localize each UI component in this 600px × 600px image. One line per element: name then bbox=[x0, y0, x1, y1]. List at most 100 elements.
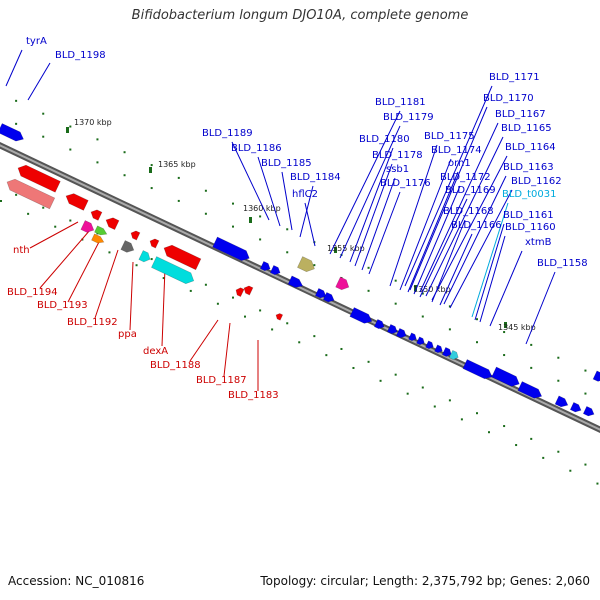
label-leader bbox=[525, 271, 556, 345]
ruler-dot bbox=[123, 174, 126, 177]
ruler-label: 1355 kbp bbox=[327, 244, 365, 253]
gene-label: BLD_1164 bbox=[505, 142, 556, 153]
forward-gene bbox=[349, 307, 373, 324]
gene-label: BLD_1172 bbox=[440, 172, 491, 183]
ruler-dot bbox=[557, 379, 560, 382]
gene-label: BLD_t0031 bbox=[502, 189, 557, 200]
ruler-dot bbox=[313, 264, 316, 267]
gene-label: BLD_1178 bbox=[372, 150, 423, 161]
ruler-dot bbox=[298, 341, 301, 344]
ruler-dot bbox=[123, 151, 126, 154]
ruler-label: 1345 kbp bbox=[498, 323, 536, 332]
forward-gene-shape bbox=[434, 344, 443, 354]
ruler-dot bbox=[367, 360, 370, 363]
ruler-dot bbox=[42, 206, 45, 209]
gene-label: BLD_1174 bbox=[431, 145, 482, 156]
reverse-gene bbox=[6, 178, 56, 210]
forward-gene-shape bbox=[441, 346, 452, 357]
label-leader bbox=[339, 125, 401, 259]
reverse-gene bbox=[90, 209, 103, 221]
ruler-tick bbox=[414, 285, 417, 291]
gene-label: BLD_1165 bbox=[501, 123, 552, 134]
ruler-dot bbox=[584, 392, 587, 395]
ruler-dot bbox=[69, 125, 72, 128]
ruler-tick bbox=[249, 217, 252, 223]
gene-label: BLD_1158 bbox=[537, 258, 588, 269]
ruler-dot bbox=[448, 328, 451, 331]
forward-gene bbox=[212, 236, 250, 261]
ruler-dot bbox=[259, 238, 262, 241]
ruler-dot bbox=[542, 456, 545, 459]
ruler-dot bbox=[69, 148, 72, 151]
genome-summary: Topology: circular; Length: 2,375,792 bp… bbox=[260, 574, 590, 588]
forward-gene-shape bbox=[314, 287, 327, 299]
ruler-dot bbox=[259, 309, 262, 312]
label-leader bbox=[431, 155, 508, 301]
label-leader bbox=[489, 250, 523, 327]
ruler-tick bbox=[504, 322, 507, 328]
feature-gene bbox=[120, 240, 135, 253]
ruler-dot bbox=[557, 356, 560, 359]
gene-label: ppa bbox=[118, 329, 137, 340]
gene-label: BLD_1187 bbox=[196, 375, 247, 386]
ruler-dot bbox=[394, 373, 397, 376]
forward-gene-shape bbox=[569, 401, 582, 413]
label-leader bbox=[407, 171, 459, 293]
forward-gene-shape bbox=[517, 381, 543, 399]
reverse-gene-shape bbox=[17, 164, 61, 193]
ruler-dot bbox=[448, 305, 451, 308]
forward-gene-shape bbox=[462, 359, 493, 380]
label-leader bbox=[389, 144, 438, 287]
ruler-dot bbox=[530, 343, 533, 346]
feature-gene-shape bbox=[151, 256, 195, 285]
label-leader bbox=[257, 156, 281, 227]
ruler-dot bbox=[406, 392, 409, 395]
feature-gene-shape bbox=[120, 240, 135, 253]
forward-gene-shape bbox=[416, 336, 425, 346]
label-leader bbox=[419, 122, 499, 293]
map-title: Bifidobacterium longum DJO10A, complete … bbox=[131, 8, 469, 23]
ruler-labels: 1370 kbp 1365 kbp 1360 kbp 1355 kbp 1350 kbp… bbox=[74, 118, 536, 332]
ruler-dot bbox=[150, 258, 153, 261]
forward-gene-shape bbox=[408, 332, 417, 342]
label-leader bbox=[419, 198, 468, 298]
ruler-dot bbox=[96, 138, 99, 141]
label-leader bbox=[349, 147, 394, 263]
label-leader bbox=[425, 136, 504, 297]
ruler-label: 1360 kbp bbox=[243, 204, 281, 213]
forward-gene bbox=[314, 287, 327, 299]
gene-label: BLD_1179 bbox=[383, 112, 434, 123]
ruler-dot bbox=[204, 283, 207, 286]
forward-gene bbox=[322, 291, 335, 303]
ruler-dot bbox=[584, 463, 587, 466]
gene-label: BLD_1181 bbox=[375, 97, 426, 108]
label-leader bbox=[189, 319, 219, 362]
ruler-dot bbox=[150, 164, 153, 167]
reverse-gene-shape bbox=[235, 287, 245, 298]
gene-label: dexA bbox=[143, 346, 168, 357]
forward-gene bbox=[569, 401, 582, 413]
ruler-dot bbox=[27, 212, 30, 215]
label-leader bbox=[449, 189, 513, 309]
gene-label: BLD_1184 bbox=[290, 172, 341, 183]
ruler-dot bbox=[584, 369, 587, 372]
forward-gene bbox=[0, 123, 24, 142]
label-leader bbox=[439, 233, 473, 306]
forward-gene bbox=[408, 332, 417, 342]
forward-gene bbox=[395, 327, 407, 339]
forward-gene-shape bbox=[269, 264, 281, 276]
label-leader bbox=[409, 106, 488, 291]
forward-gene-shape bbox=[373, 318, 385, 330]
ruler-tick bbox=[66, 127, 69, 133]
ruler-dot bbox=[367, 266, 370, 269]
gene-label: BLD_1175 bbox=[424, 131, 475, 142]
label-leader bbox=[223, 322, 231, 377]
label-leader bbox=[479, 235, 506, 323]
gene-label: BLD_1166 bbox=[451, 220, 502, 231]
label-leaders bbox=[5, 49, 556, 391]
label-leader bbox=[29, 221, 79, 249]
gene-label: BLD_1185 bbox=[261, 158, 312, 169]
gene-label: BLD_1192 bbox=[67, 317, 118, 328]
reverse-gene bbox=[17, 164, 61, 193]
